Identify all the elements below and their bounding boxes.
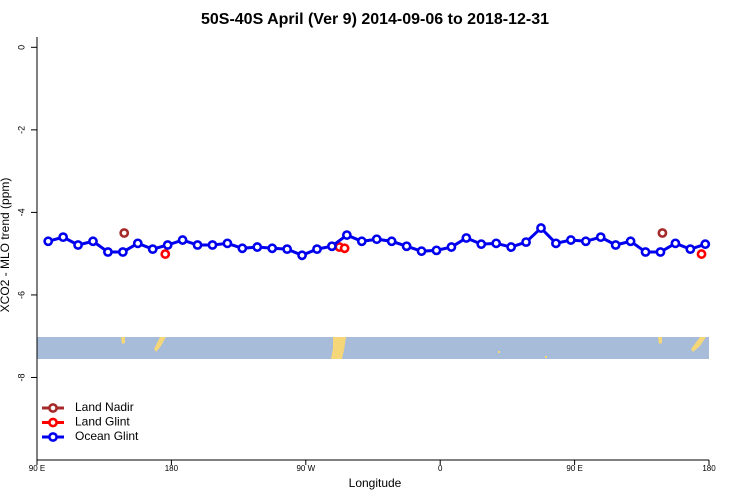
map-strip [37, 337, 709, 359]
legend-label: Land Nadir [75, 400, 134, 414]
data-point [625, 236, 636, 247]
y-tick-label: -6 [16, 291, 26, 299]
data-point [536, 223, 546, 233]
land-shape [545, 356, 547, 358]
legend-marker [48, 403, 58, 413]
data-point [476, 239, 487, 250]
data-point [431, 245, 442, 256]
land-shape [154, 337, 166, 352]
data-point [657, 228, 668, 238]
data-point [655, 247, 666, 257]
data-point [162, 240, 173, 250]
land-shape [121, 337, 125, 344]
data-point [551, 238, 561, 249]
data-point [147, 244, 158, 255]
x-tick-label: 90 E [566, 464, 582, 473]
data-point [640, 247, 651, 257]
legend-label: Ocean Glint [75, 429, 139, 443]
x-tick-label: 180 [165, 464, 179, 473]
data-point [491, 238, 502, 249]
data-point [356, 236, 367, 247]
data-point [222, 238, 233, 249]
y-tick-label: -8 [16, 373, 26, 381]
data-point [685, 244, 696, 255]
data-point [160, 249, 171, 259]
y-tick-label: 0 [16, 45, 26, 50]
data-point [521, 237, 531, 248]
land-shape [691, 337, 706, 352]
data-point [446, 242, 457, 252]
data-point [192, 240, 203, 250]
y-tick-label: -4 [16, 208, 26, 216]
data-point [43, 236, 54, 247]
data-point [297, 250, 307, 261]
data-point [252, 242, 263, 252]
data-point [282, 244, 293, 255]
land-shape [658, 337, 662, 344]
data-point [506, 242, 517, 252]
data-point [386, 236, 397, 247]
data-point [595, 232, 606, 243]
data-point [416, 246, 427, 257]
x-tick-label: 0 [438, 464, 443, 473]
ocean-strip [37, 337, 709, 359]
data-point [103, 247, 113, 257]
data-point [237, 243, 248, 254]
data-point [670, 238, 681, 249]
data-point [58, 232, 69, 243]
data-point [696, 249, 707, 259]
data-point [132, 238, 143, 249]
data-point [700, 239, 711, 250]
y-tick-label: -2 [16, 126, 26, 134]
x-tick-label: 90 W [296, 464, 315, 473]
data-point [119, 228, 130, 238]
data-point [327, 241, 337, 252]
data-point [610, 240, 621, 250]
land-shape [498, 351, 500, 353]
data-point [117, 247, 128, 257]
data-point [580, 236, 591, 247]
data-point [267, 243, 278, 254]
data-point [207, 240, 218, 250]
data-point [461, 233, 472, 243]
data-point [73, 240, 83, 250]
chart-title: 50S-40S April (Ver 9) 2014-09-06 to 2018… [201, 11, 549, 28]
y-axis-title: XCO2 - MLO trend (ppm) [0, 178, 12, 313]
data-point [401, 241, 412, 252]
legend-label: Land Glint [75, 415, 130, 429]
data-point [88, 236, 98, 247]
land-shape [331, 337, 346, 359]
x-axis-title: Longitude [349, 476, 402, 490]
data-point [177, 235, 188, 245]
legend-marker [48, 417, 58, 428]
data-point [565, 235, 576, 245]
data-point [341, 230, 352, 240]
data-point [312, 244, 322, 255]
x-tick-label: 180 [702, 464, 716, 473]
data-point [371, 234, 382, 245]
legend-marker [48, 432, 58, 442]
x-tick-label: 90 E [29, 464, 45, 473]
data-point [339, 243, 350, 254]
